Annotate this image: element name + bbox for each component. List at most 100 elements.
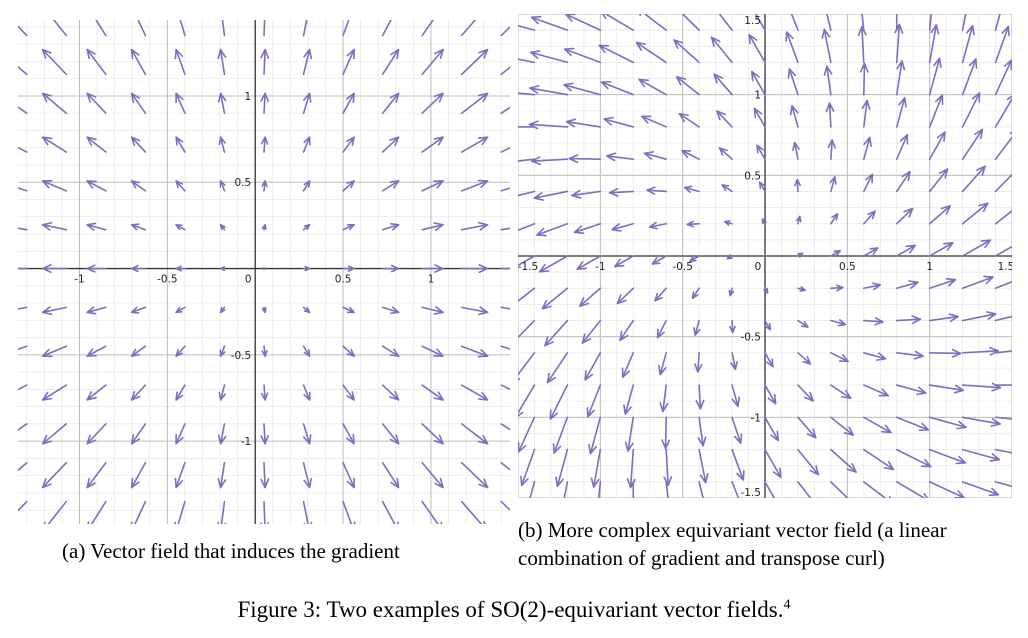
vector-arrow <box>728 287 735 297</box>
vector-arrow <box>895 315 922 325</box>
vector-arrow <box>673 39 700 64</box>
vector-arrow <box>518 58 536 64</box>
vector-arrow <box>460 179 489 192</box>
vector-arrow <box>86 136 107 153</box>
vector-arrow <box>538 255 569 273</box>
vector-arrow <box>41 306 68 316</box>
vector-arrow <box>654 287 667 302</box>
vector-arrow <box>597 481 602 498</box>
vector-arrow <box>137 20 147 37</box>
vector-arrow <box>797 252 804 258</box>
vector-arrow <box>500 187 510 192</box>
vector-arrow <box>18 186 28 192</box>
vector-arrow <box>994 245 1012 257</box>
vector-arrow <box>830 416 855 436</box>
vector-arrow <box>546 351 569 384</box>
vector-arrow <box>928 205 951 225</box>
vector-arrow <box>500 461 510 471</box>
vector-arrow <box>86 306 107 315</box>
vector-arrow <box>928 168 949 193</box>
vector-arrow <box>381 384 400 401</box>
vector-arrow <box>862 136 872 160</box>
vector-arrow <box>862 351 887 361</box>
vector-arrow <box>18 384 28 391</box>
vector-arrow <box>342 461 355 489</box>
vector-arrow <box>697 416 707 447</box>
y-tick-label: 1.5 <box>744 15 761 27</box>
vector-arrow <box>52 20 68 37</box>
vector-arrow <box>500 500 510 512</box>
vector-arrow <box>862 173 874 193</box>
vector-arrow <box>261 345 268 357</box>
vector-arrow <box>460 423 489 445</box>
vector-arrow <box>658 351 667 376</box>
vector-arrow <box>18 500 28 512</box>
vector-arrow <box>460 345 489 358</box>
vector-arrow <box>381 500 399 524</box>
vector-arrow <box>518 92 536 96</box>
y-tick-label: 0.5 <box>744 170 761 182</box>
vector-arrow <box>724 220 733 226</box>
vector-arrow <box>797 351 812 365</box>
vector-arrow <box>500 384 510 391</box>
vector-arrow <box>656 319 667 339</box>
vector-arrow <box>584 351 602 381</box>
vector-arrow <box>41 423 68 445</box>
vector-arrow <box>698 481 704 498</box>
vector-arrow <box>544 319 569 347</box>
vector-arrow <box>928 416 967 430</box>
vector-arrow <box>421 222 444 232</box>
vector-arrow <box>588 416 602 455</box>
vector-arrow <box>579 287 602 307</box>
vector-arrow <box>731 448 745 481</box>
vector-arrow <box>961 14 967 31</box>
vector-arrow <box>421 136 444 153</box>
vector-arrow <box>500 146 510 153</box>
vector-arrow <box>219 266 226 272</box>
vector-arrow <box>518 158 536 162</box>
vector-arrow <box>262 267 266 270</box>
vector-arrow <box>302 461 312 489</box>
vector-arrow <box>830 319 847 327</box>
vector-arrow <box>18 106 28 115</box>
y-tick-label: -1 <box>241 436 251 448</box>
vector-arrow <box>730 351 738 371</box>
vector-arrow <box>718 147 733 160</box>
vector-arrow <box>130 461 147 489</box>
vector-arrow <box>748 33 766 64</box>
vector-arrow <box>41 222 68 231</box>
vector-arrow <box>500 306 510 310</box>
vector-arrow <box>342 136 355 153</box>
figure-caption-math: SO(2) <box>490 597 547 622</box>
vector-arrow <box>18 267 28 270</box>
vector-arrow <box>529 50 569 64</box>
vector-arrow <box>302 223 311 231</box>
vector-arrow <box>764 351 774 368</box>
vector-arrow <box>86 423 107 445</box>
vector-arrow <box>638 14 667 31</box>
vector-arrow <box>130 48 147 76</box>
vector-arrow <box>961 448 1001 462</box>
vector-arrow <box>961 311 997 322</box>
vector-arrow <box>302 48 312 76</box>
vector-arrow <box>342 20 350 37</box>
vector-arrow <box>961 416 1001 427</box>
vector-arrow <box>342 423 355 445</box>
vector-arrow <box>619 319 635 342</box>
vector-arrow <box>518 384 536 417</box>
vector-arrow <box>713 73 733 96</box>
x-tick-label: 0 <box>245 274 252 286</box>
vector-arrow <box>895 350 924 360</box>
vector-arrow <box>18 146 28 153</box>
vector-arrow <box>695 384 705 410</box>
vector-arrow <box>43 500 68 524</box>
subfigure-caption-a: (a) Vector field that induces the gradie… <box>62 539 400 563</box>
x-tick-label: 1 <box>428 274 435 286</box>
vector-arrow <box>994 481 1012 488</box>
vector-arrow <box>342 223 355 231</box>
x-tick-label: 0.5 <box>335 274 352 286</box>
vector-arrow <box>678 112 700 128</box>
vector-arrow <box>862 416 892 434</box>
vector-arrow <box>381 223 400 231</box>
vector-arrow <box>302 180 311 192</box>
